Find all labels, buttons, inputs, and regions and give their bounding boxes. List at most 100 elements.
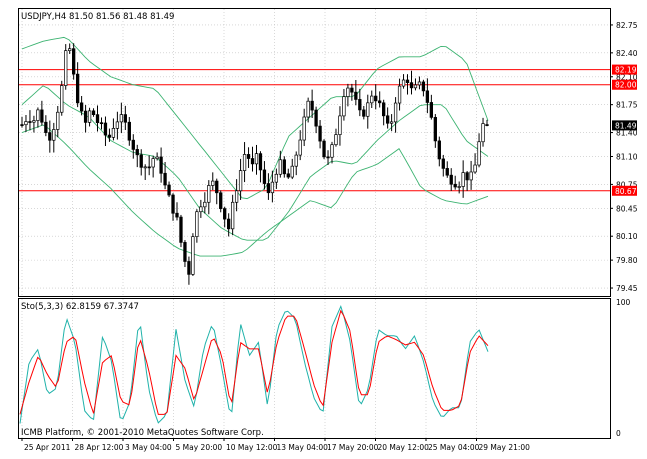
bearish-candle [28, 121, 32, 123]
bearish-candle [131, 139, 135, 150]
bullish-candle [56, 111, 60, 130]
bearish-candle [385, 115, 390, 124]
bearish-candle [358, 99, 362, 111]
bullish-candle [401, 79, 406, 87]
bearish-candle [79, 102, 84, 112]
price-marker-tags: 82.19 82.00 80.67 81.49 [612, 64, 637, 196]
bearish-candle [378, 100, 382, 104]
bearish-candle [354, 91, 358, 100]
price-tick-label: 82.75 [616, 21, 638, 30]
price-axis: 82.75 82.40 82.10 81.75 81.40 81.10 80.75 80.45… [610, 21, 638, 293]
bullish-candle [338, 115, 342, 135]
bearish-candle [187, 261, 191, 275]
main-header: USDJPY,H4 81.50 81.56 81.48 81.49 [21, 12, 174, 22]
time-tick-label: 10 May 12:00 [226, 443, 278, 452]
bullish-candle [397, 85, 402, 104]
bearish-candle [159, 156, 163, 174]
price-candles [20, 43, 489, 285]
price-tick-label: 79.80 [616, 256, 638, 265]
bearish-candle [286, 173, 290, 178]
bearish-candle [425, 90, 430, 103]
price-marker-tag [612, 79, 637, 90]
price-marker-tag [612, 185, 637, 196]
bullish-candle [298, 139, 302, 156]
stochastic-tick-label: 0 [616, 429, 621, 438]
bullish-candle [461, 172, 465, 187]
bearish-candle [441, 158, 445, 169]
bearish-candle [219, 192, 223, 209]
bullish-candle [207, 185, 211, 203]
bearish-candle [350, 87, 354, 93]
bullish-candle [234, 190, 239, 203]
price-tick-label: 82.10 [616, 73, 638, 82]
price-tick-label: 80.45 [616, 204, 638, 213]
bearish-candle [310, 100, 314, 111]
bearish-candle [314, 109, 318, 127]
bearish-candle [374, 95, 378, 102]
bearish-candle [40, 109, 44, 123]
bollinger-upper-band [21, 36, 489, 200]
copyright-text: ICMB Platform, © 2001-2010 MetaQuotes So… [21, 428, 264, 438]
time-tick-label: 17 May 20:00 [327, 443, 379, 452]
bullish-candle [60, 85, 64, 113]
bullish-candle [477, 141, 481, 166]
bearish-candle [95, 114, 100, 124]
bullish-candle [294, 154, 298, 167]
bullish-candle [242, 154, 247, 171]
bearish-candle [449, 174, 453, 185]
bullish-candle [87, 110, 92, 123]
bullish-candle [254, 153, 259, 165]
bearish-candle [135, 149, 139, 156]
bollinger-bands [21, 36, 489, 257]
bearish-candle [91, 110, 96, 115]
bullish-candle [274, 173, 279, 183]
time-tick-label: 3 May 04:00 [125, 443, 172, 452]
bearish-candle [44, 121, 48, 133]
bearish-candle [262, 169, 267, 184]
price-marker-label: 82.00 [615, 81, 637, 90]
price-tick-label: 81.40 [616, 129, 638, 138]
bullish-candle [230, 201, 235, 230]
bullish-candle [143, 166, 147, 169]
bearish-candle [318, 125, 322, 142]
bearish-candle [163, 172, 167, 186]
stochastic-signal-line [19, 309, 489, 415]
bearish-candle [179, 216, 183, 243]
bullish-candle [278, 159, 282, 175]
bullish-candle [389, 121, 394, 124]
time-tick-label: 13 May 04:00 [277, 443, 329, 452]
stochastic-lines [19, 304, 489, 424]
stochastic-tick-label: 100 [616, 298, 631, 307]
bearish-candle [147, 166, 151, 169]
price-tick-label: 81.75 [616, 101, 638, 110]
bullish-candle [370, 95, 374, 104]
bullish-candle [366, 102, 370, 117]
stochastic-plot-frame [18, 298, 611, 439]
bearish-candle [282, 159, 286, 175]
stochastic-axis: 100 0 [616, 298, 631, 438]
bullish-candle [238, 170, 243, 192]
bearish-candle [250, 158, 255, 165]
bearish-candle [409, 82, 414, 89]
bearish-candle [485, 124, 489, 126]
bearish-candle [258, 153, 263, 171]
bollinger-lower-band [21, 124, 489, 257]
bullish-candle [115, 121, 120, 129]
bullish-candle [32, 120, 36, 123]
bearish-candle [246, 154, 251, 159]
time-tick-label: 5 May 20:00 [176, 443, 223, 452]
bullish-candle [64, 50, 68, 86]
bullish-candle [330, 144, 334, 158]
bearish-candle [433, 117, 437, 142]
price-marker-tag [612, 64, 637, 75]
horizontal-levels[interactable] [19, 69, 610, 192]
bullish-candle [290, 165, 294, 178]
bearish-candle [429, 102, 434, 118]
bullish-candle [68, 48, 72, 52]
price-marker-label: 80.67 [615, 187, 637, 196]
bearish-candle [171, 194, 175, 214]
bearish-candle [167, 184, 171, 196]
stochastic-header: Sto(5,3,3) 62.8159 67.3747 [21, 302, 139, 312]
bearish-candle [445, 168, 449, 176]
